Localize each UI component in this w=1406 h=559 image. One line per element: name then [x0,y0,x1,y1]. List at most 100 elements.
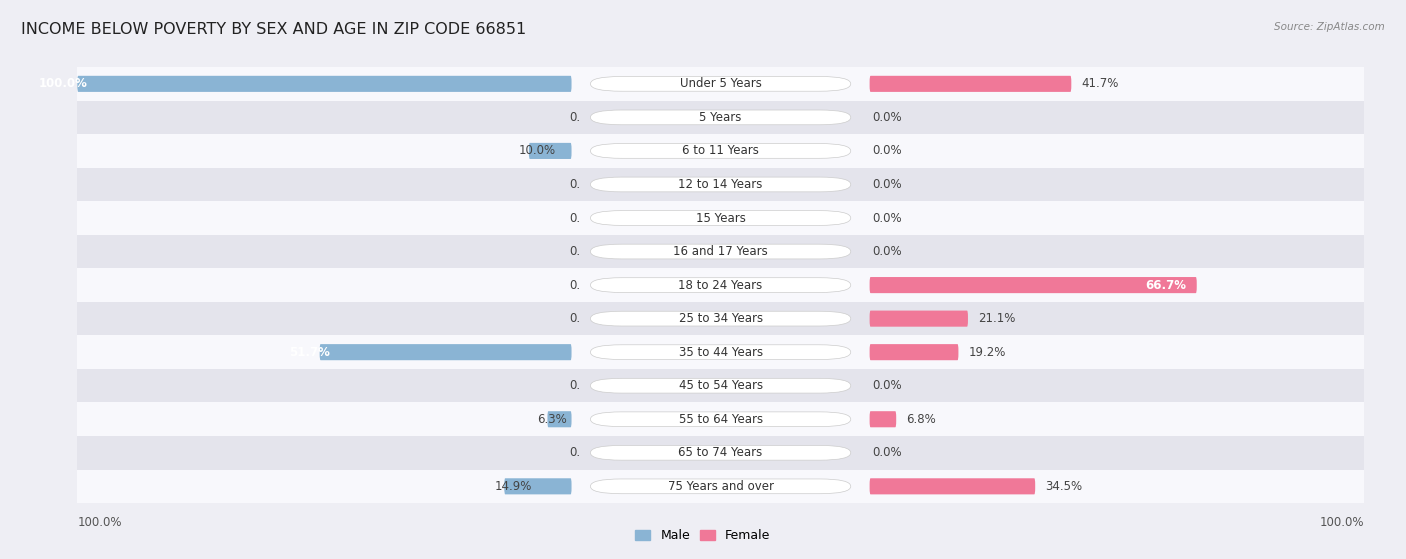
Bar [77,134,579,168]
Text: 10.0%: 10.0% [519,144,555,158]
Bar [862,268,1364,302]
Bar [77,436,579,470]
Text: 25 to 34 Years: 25 to 34 Years [679,312,762,325]
Text: 45 to 54 Years: 45 to 54 Years [679,379,762,392]
FancyBboxPatch shape [591,144,851,158]
FancyBboxPatch shape [319,344,571,360]
Bar [579,302,862,335]
Bar [579,235,862,268]
Bar [579,436,862,470]
Bar [579,402,862,436]
FancyBboxPatch shape [591,244,851,259]
Bar [77,235,579,268]
Text: 0.0%: 0.0% [569,379,599,392]
Text: 100.0%: 100.0% [77,516,122,529]
Text: 0.0%: 0.0% [872,211,901,225]
Text: 100.0%: 100.0% [38,77,87,91]
Bar [77,302,579,335]
Bar [77,268,579,302]
Text: 18 to 24 Years: 18 to 24 Years [679,278,762,292]
Bar [862,470,1364,503]
Text: 100.0%: 100.0% [1319,516,1364,529]
Text: 14.9%: 14.9% [495,480,531,493]
Text: 0.0%: 0.0% [569,111,599,124]
FancyBboxPatch shape [591,378,851,393]
Text: 21.1%: 21.1% [979,312,1015,325]
Bar [862,168,1364,201]
FancyBboxPatch shape [591,446,851,460]
Text: 0.0%: 0.0% [872,111,901,124]
Text: INCOME BELOW POVERTY BY SEX AND AGE IN ZIP CODE 66851: INCOME BELOW POVERTY BY SEX AND AGE IN Z… [21,22,526,37]
Text: 55 to 64 Years: 55 to 64 Years [679,413,762,426]
FancyBboxPatch shape [591,77,851,91]
FancyBboxPatch shape [870,311,967,326]
Bar [579,101,862,134]
FancyBboxPatch shape [77,76,571,92]
Text: 6.8%: 6.8% [907,413,936,426]
Text: 35 to 44 Years: 35 to 44 Years [679,345,762,359]
FancyBboxPatch shape [591,345,851,359]
FancyBboxPatch shape [591,278,851,292]
Bar [77,335,579,369]
FancyBboxPatch shape [870,411,896,427]
Text: 0.0%: 0.0% [569,178,599,191]
Bar [579,470,862,503]
Bar [77,402,579,436]
FancyBboxPatch shape [591,211,851,225]
Text: 66.7%: 66.7% [1146,278,1187,292]
Text: Source: ZipAtlas.com: Source: ZipAtlas.com [1274,22,1385,32]
Bar [579,335,862,369]
Bar [77,201,579,235]
Text: 12 to 14 Years: 12 to 14 Years [678,178,763,191]
Bar [862,335,1364,369]
Bar [862,369,1364,402]
Text: 41.7%: 41.7% [1081,77,1119,91]
Text: 0.0%: 0.0% [569,312,599,325]
Text: 0.0%: 0.0% [569,446,599,459]
Bar [579,134,862,168]
Bar [77,168,579,201]
Text: 65 to 74 Years: 65 to 74 Years [679,446,762,459]
FancyBboxPatch shape [591,110,851,125]
Bar [579,168,862,201]
FancyBboxPatch shape [870,277,1197,293]
FancyBboxPatch shape [591,479,851,494]
Bar [862,402,1364,436]
Bar [862,235,1364,268]
Text: 0.0%: 0.0% [872,379,901,392]
Text: 0.0%: 0.0% [569,245,599,258]
Bar [77,470,579,503]
Bar [579,268,862,302]
Bar [77,67,579,101]
Text: 34.5%: 34.5% [1045,480,1083,493]
Text: 6.3%: 6.3% [537,413,567,426]
FancyBboxPatch shape [591,311,851,326]
FancyBboxPatch shape [591,412,851,427]
Text: 5 Years: 5 Years [699,111,742,124]
Text: 15 Years: 15 Years [696,211,745,225]
Bar [862,436,1364,470]
Text: 75 Years and over: 75 Years and over [668,480,773,493]
Text: 19.2%: 19.2% [969,345,1005,359]
Text: 6 to 11 Years: 6 to 11 Years [682,144,759,158]
Bar [862,101,1364,134]
FancyBboxPatch shape [529,143,571,159]
Bar [862,302,1364,335]
Text: 0.0%: 0.0% [569,278,599,292]
Text: 0.0%: 0.0% [872,245,901,258]
Text: 0.0%: 0.0% [569,211,599,225]
FancyBboxPatch shape [870,479,1035,494]
Bar [862,134,1364,168]
FancyBboxPatch shape [591,177,851,192]
Text: Under 5 Years: Under 5 Years [679,77,762,91]
FancyBboxPatch shape [870,344,959,360]
Bar [862,201,1364,235]
Legend: Male, Female: Male, Female [630,524,776,547]
Bar [862,67,1364,101]
FancyBboxPatch shape [505,479,571,494]
Text: 0.0%: 0.0% [872,446,901,459]
Bar [77,369,579,402]
Bar [77,101,579,134]
Text: 51.7%: 51.7% [288,345,329,359]
FancyBboxPatch shape [547,411,571,427]
